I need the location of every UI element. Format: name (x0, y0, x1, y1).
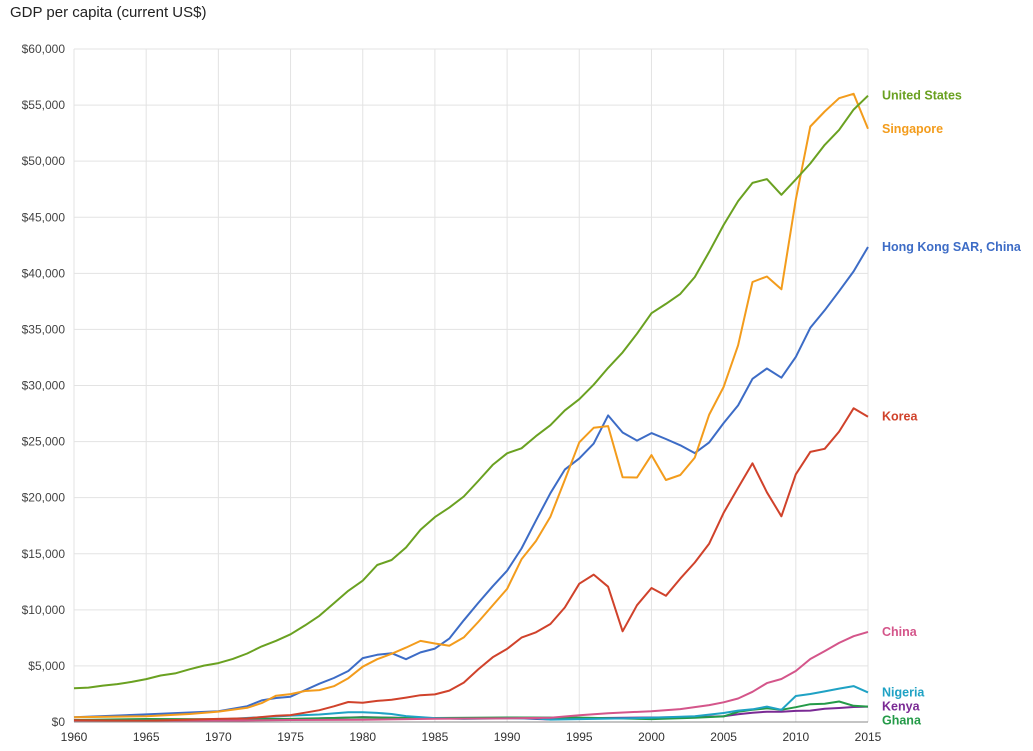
y-tick-label: $45,000 (22, 210, 66, 224)
x-tick-label: 1990 (494, 730, 521, 744)
x-tick-label: 1975 (277, 730, 304, 744)
chart-title: GDP per capita (current US$) (10, 4, 207, 21)
x-tick-label: 1985 (422, 730, 449, 744)
series-label: Hong Kong SAR, China (882, 240, 1022, 254)
series-label: United States (882, 89, 962, 103)
series-line-united-states (73, 94, 869, 690)
series-label: China (882, 625, 918, 639)
y-tick-label: $25,000 (22, 435, 66, 449)
axes: $0 $5,000 $10,000 $15,000 $20,000 $25,000 $30,… (22, 42, 882, 744)
series-line-china (73, 630, 869, 722)
x-tick-label: 1965 (133, 730, 160, 744)
y-tick-label: $55,000 (22, 98, 66, 112)
series-line-hong-kong-sar-china (73, 246, 869, 719)
series-line-ghana (73, 700, 869, 721)
x-tick-label: 1995 (566, 730, 593, 744)
x-tick-label: 1980 (349, 730, 376, 744)
y-tick-label: $35,000 (22, 322, 66, 336)
y-tick-label: $15,000 (22, 547, 66, 561)
series-label: Korea (882, 410, 918, 424)
x-tick-label: 2015 (855, 730, 882, 744)
x-tick-label: 1960 (61, 730, 88, 744)
y-tick-label: $40,000 (22, 266, 66, 280)
series-label: Nigeria (882, 685, 925, 699)
y-tick-label: $10,000 (22, 603, 66, 617)
x-tick-label: 2010 (782, 730, 809, 744)
x-tick-label: 2000 (638, 730, 665, 744)
series-labels: United States Singapore Hong Kong SAR, Chi… (882, 89, 1022, 728)
grid (73, 48, 869, 723)
series-lines (73, 92, 869, 722)
series-line-nigeria (73, 685, 869, 722)
y-tick-label: $0 (52, 715, 66, 729)
series-label: Ghana (882, 714, 922, 728)
y-tick-label: $30,000 (22, 379, 66, 393)
series-label: Kenya (882, 700, 921, 714)
x-tick-label: 2005 (710, 730, 737, 744)
y-tick-label: $20,000 (22, 491, 66, 505)
x-tick-label: 1970 (205, 730, 232, 744)
y-tick-label: $5,000 (28, 659, 65, 673)
y-tick-label: $50,000 (22, 154, 66, 168)
y-tick-label: $60,000 (22, 42, 66, 56)
series-label: Singapore (882, 122, 943, 136)
series-line-korea (73, 407, 869, 722)
series-line-singapore (73, 92, 869, 719)
